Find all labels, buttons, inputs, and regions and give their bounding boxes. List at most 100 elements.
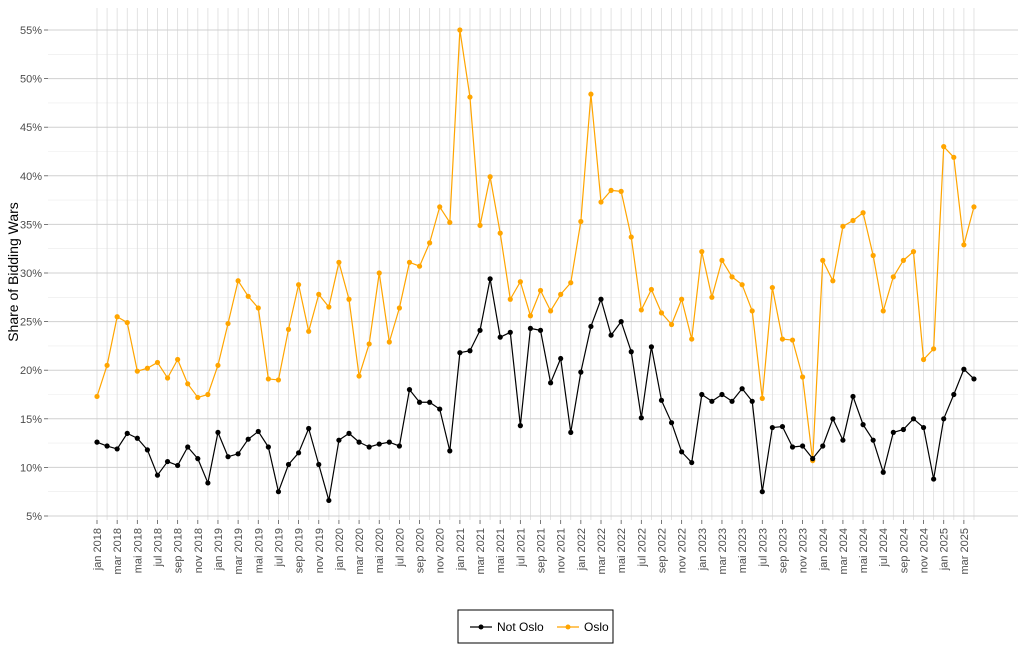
data-point-not-oslo [94, 439, 100, 445]
data-point-not-oslo [517, 423, 523, 429]
data-point-not-oslo [356, 439, 362, 445]
data-point-oslo [578, 218, 584, 225]
data-point-not-oslo [376, 441, 382, 447]
legend-label-not-oslo: Not Oslo [497, 620, 544, 634]
x-tick-label: nov 2022 [677, 528, 689, 573]
legend-key-oslo-point [565, 624, 571, 630]
y-tick-label: 30% [20, 268, 42, 280]
data-point-oslo [185, 381, 191, 387]
data-point-oslo [154, 359, 161, 366]
data-point-not-oslo [608, 332, 614, 338]
series-line-oslo [96, 29, 975, 462]
y-tick-label: 50% [20, 74, 42, 86]
data-point-not-oslo [175, 462, 181, 469]
y-tick-label: 25% [20, 317, 42, 329]
x-tick-label: mar 2022 [596, 528, 608, 574]
x-tick-label: jan 2020 [334, 528, 346, 571]
data-point-oslo [628, 234, 634, 240]
data-point-not-oslo [689, 459, 695, 466]
data-point-oslo [941, 144, 947, 150]
y-tick-label: 55% [20, 25, 42, 37]
data-point-not-oslo [961, 366, 967, 372]
data-point-oslo [346, 296, 352, 302]
y-tick-label: 40% [20, 171, 42, 183]
data-point-not-oslo [880, 469, 886, 475]
x-tick-label: mai 2018 [132, 528, 144, 573]
data-point-oslo [427, 240, 433, 246]
data-point-oslo [467, 94, 473, 100]
data-point-not-oslo [830, 416, 836, 422]
data-point-not-oslo [205, 480, 211, 486]
x-tick-label: nov 2023 [798, 528, 810, 573]
plot-background [48, 8, 1018, 520]
x-tick-label: jan 2023 [697, 528, 709, 571]
data-point-not-oslo [537, 327, 544, 333]
data-point-oslo [890, 274, 896, 280]
data-point-not-oslo [910, 416, 917, 422]
data-point-not-oslo [719, 391, 725, 398]
data-point-oslo [910, 249, 917, 255]
data-point-oslo [195, 394, 201, 401]
data-point-oslo [860, 210, 866, 216]
data-point-not-oslo [900, 426, 907, 433]
x-tick-label: nov 2020 [435, 528, 447, 573]
data-point-oslo [931, 346, 937, 352]
y-tick-label: 35% [20, 219, 42, 231]
data-point-not-oslo [820, 443, 826, 449]
data-point-oslo [477, 222, 483, 228]
x-tick-label: jan 2025 [939, 528, 951, 571]
x-tick-label: jan 2019 [213, 528, 225, 571]
data-point-oslo [134, 368, 140, 374]
x-tick-label: mar 2023 [717, 528, 729, 574]
data-point-not-oslo [457, 350, 463, 356]
x-tick-label: nov 2021 [556, 528, 568, 573]
data-point-not-oslo [427, 399, 433, 405]
data-point-oslo [820, 257, 826, 263]
data-point-not-oslo [558, 355, 564, 362]
data-point-oslo [648, 286, 655, 293]
x-tick-label: mar 2021 [475, 528, 487, 574]
data-point-oslo [386, 339, 392, 345]
x-tick-label: jul 2019 [273, 528, 285, 568]
data-point-oslo [396, 305, 402, 311]
data-point-oslo [618, 188, 624, 194]
data-point-oslo [124, 319, 130, 326]
data-point-not-oslo [306, 425, 312, 432]
data-point-oslo [255, 305, 261, 311]
data-point-not-oslo [850, 393, 856, 400]
data-point-oslo [739, 282, 745, 288]
data-point-oslo [497, 230, 503, 236]
data-point-oslo [638, 307, 644, 313]
data-point-not-oslo [648, 344, 655, 350]
x-tick-label: sep 2020 [415, 528, 427, 573]
data-point-not-oslo [406, 387, 413, 393]
data-point-oslo [507, 296, 513, 302]
data-point-not-oslo [739, 386, 745, 392]
x-tick-label: jan 2018 [92, 528, 104, 571]
data-point-not-oslo [497, 334, 503, 340]
data-point-oslo [296, 282, 302, 288]
data-point-not-oslo [255, 428, 261, 435]
data-point-not-oslo [971, 376, 977, 382]
data-point-not-oslo [769, 424, 775, 431]
data-point-not-oslo [487, 276, 493, 282]
x-tick-label: mar 2018 [112, 528, 124, 574]
data-point-not-oslo [185, 444, 191, 450]
data-point-not-oslo [296, 450, 302, 456]
data-point-oslo [769, 284, 775, 291]
data-point-oslo [114, 314, 120, 320]
data-point-oslo [830, 278, 836, 284]
data-point-not-oslo [860, 422, 866, 428]
x-tick-label: mai 2021 [495, 528, 507, 573]
data-point-oslo [487, 174, 493, 180]
y-tick-label: 5% [26, 511, 42, 523]
data-point-not-oslo [316, 461, 322, 468]
data-point-not-oslo [709, 398, 715, 404]
data-point-not-oslo [920, 424, 927, 431]
data-point-oslo [215, 362, 221, 368]
data-point-oslo [608, 187, 614, 193]
data-point-oslo [759, 395, 765, 401]
data-point-not-oslo [366, 444, 372, 450]
x-tick-label: sep 2022 [656, 528, 668, 573]
